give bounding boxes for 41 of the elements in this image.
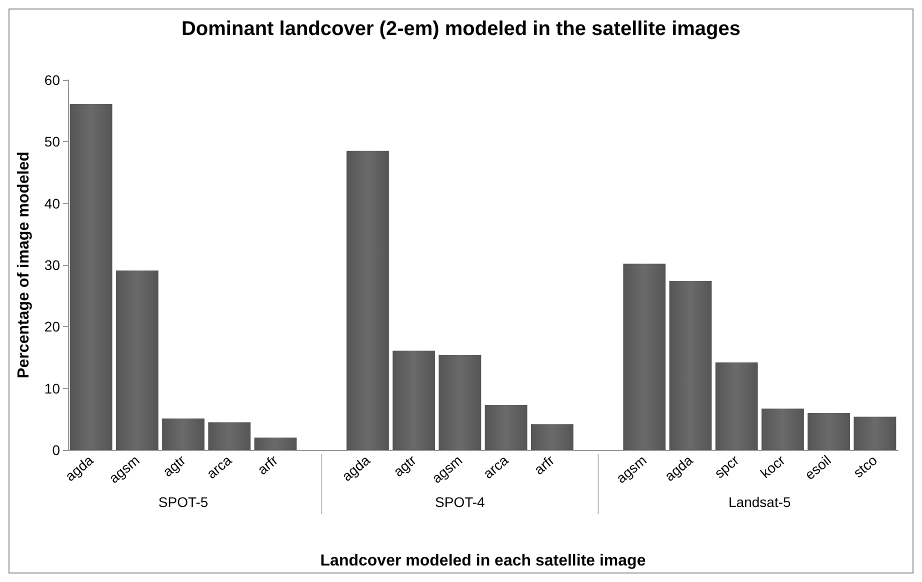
x-tick-label: arca bbox=[203, 452, 235, 482]
bar bbox=[70, 104, 112, 450]
bar bbox=[669, 281, 712, 450]
x-tick-label: agtr bbox=[160, 452, 189, 480]
bar bbox=[346, 150, 389, 450]
x-tick-label: agda bbox=[338, 452, 374, 484]
x-tick-label: agda bbox=[661, 452, 696, 484]
text: SPOT-4 bbox=[435, 494, 486, 510]
y-axis-title: Percentage of image modeled bbox=[16, 152, 32, 378]
y-tick-label: 10 bbox=[44, 380, 60, 396]
bar bbox=[438, 355, 482, 450]
y-tick-label: 0 bbox=[52, 442, 60, 458]
bar bbox=[392, 350, 436, 450]
x-tick-label: stco bbox=[850, 452, 880, 481]
x-tick-label: agtr bbox=[390, 452, 420, 480]
text: SPOT-5 bbox=[158, 494, 208, 510]
x-tick-label: kocr bbox=[757, 452, 788, 482]
bar bbox=[854, 416, 896, 450]
x-tick-label: arfr bbox=[254, 452, 281, 478]
bar bbox=[808, 413, 850, 450]
x-tick-label: arca bbox=[480, 452, 512, 482]
bar bbox=[530, 424, 574, 450]
x-tick-label: agda bbox=[62, 452, 96, 484]
y-tick-label: 50 bbox=[44, 134, 60, 150]
bar bbox=[484, 404, 528, 450]
y-tick-label: 40 bbox=[44, 195, 60, 212]
bar bbox=[715, 362, 758, 450]
x-tick-label: arfr bbox=[530, 452, 558, 478]
y-tick-label: 60 bbox=[44, 72, 60, 88]
x-axis-title: Landcover modeled in each satellite image bbox=[320, 552, 646, 570]
x-tick-label: spcr bbox=[711, 452, 742, 482]
bar bbox=[762, 408, 804, 450]
text: Landsat-5 bbox=[728, 494, 792, 510]
bar bbox=[254, 438, 297, 450]
bar bbox=[623, 264, 666, 450]
bar bbox=[208, 422, 251, 450]
chart-title: Dominant landcover (2-em) modeled in the satellite images bbox=[181, 18, 741, 40]
y-tick-label: 30 bbox=[44, 257, 60, 273]
bar bbox=[116, 270, 158, 450]
bar bbox=[162, 418, 204, 450]
y-tick-label: 20 bbox=[44, 318, 60, 335]
